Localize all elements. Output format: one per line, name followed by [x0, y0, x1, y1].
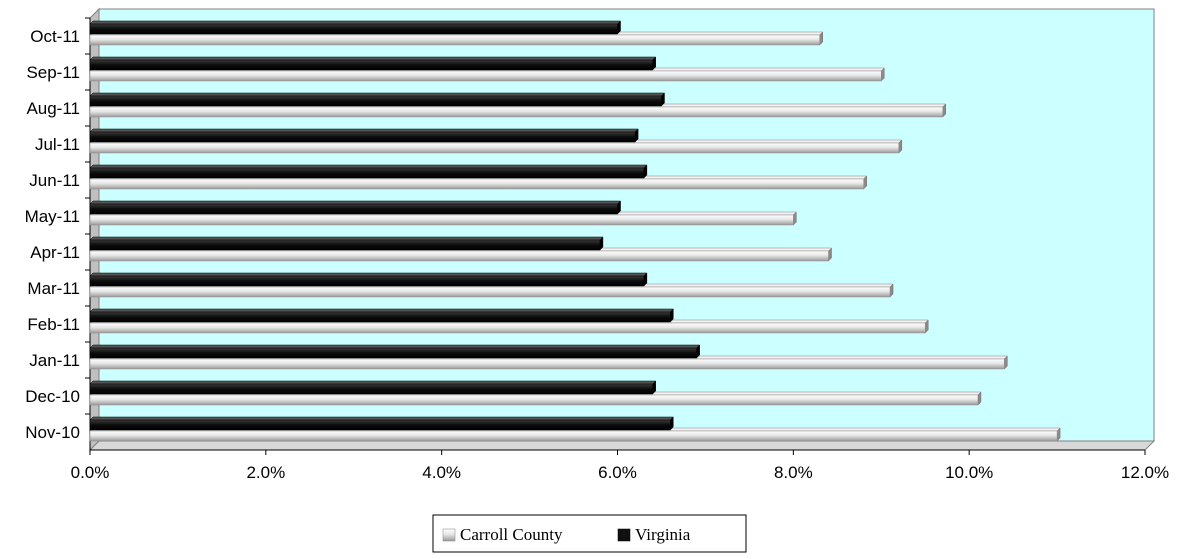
bar-virginia — [89, 308, 674, 323]
category-label: Jul-11 — [35, 135, 80, 154]
legend-box — [432, 514, 747, 553]
legend-label-virginia: Virginia — [635, 525, 691, 544]
category-label: May-11 — [25, 207, 80, 226]
category-label: Feb-11 — [27, 315, 80, 334]
bar-virginia — [89, 56, 657, 71]
legend-swatch-carroll-county — [442, 528, 456, 542]
bar-top-face — [89, 20, 622, 25]
bar-top-face — [89, 344, 701, 349]
bar-front-face — [89, 394, 979, 406]
bar-top-face — [89, 416, 674, 421]
bar-virginia — [89, 380, 657, 395]
bar-virginia — [89, 200, 622, 215]
bar-front-face — [89, 358, 1005, 370]
bar-front-face — [89, 106, 944, 118]
bar-front-face — [89, 178, 864, 190]
bar-top-face — [89, 128, 639, 133]
bar-top-face — [89, 308, 674, 313]
category-label: Jun-11 — [29, 171, 80, 190]
category-label: Jan-11 — [29, 351, 80, 370]
bar-front-face — [89, 203, 618, 215]
bar-front-face — [89, 95, 662, 107]
bar-top-face — [89, 56, 657, 61]
bar-front-face — [89, 214, 794, 226]
x-tick-label: 4.0% — [422, 463, 461, 482]
category-label: Mar-11 — [27, 279, 80, 298]
plot-floor — [88, 440, 1156, 451]
bar-front-face — [89, 250, 829, 262]
bar-virginia — [89, 128, 639, 143]
bar-virginia — [89, 164, 648, 179]
bar-front-face — [89, 311, 671, 323]
bar-front-face — [89, 59, 653, 71]
bar-top-face — [89, 92, 666, 97]
category-label: Dec-10 — [25, 387, 80, 406]
bar-front-face — [89, 23, 618, 35]
bar-virginia — [89, 20, 622, 35]
bar-top-face — [89, 200, 622, 205]
bar-top-face — [89, 380, 657, 385]
category-label: Sep-11 — [26, 63, 80, 82]
bar-virginia — [89, 416, 674, 431]
bar-front-face — [89, 167, 645, 179]
x-tick-label: 6.0% — [598, 463, 637, 482]
x-tick-label: 10.0% — [945, 463, 993, 482]
bar-virginia — [89, 344, 701, 359]
x-tick-label: 2.0% — [246, 463, 285, 482]
category-label: Oct-11 — [30, 27, 80, 46]
bar-front-face — [89, 34, 820, 46]
bar-front-face — [89, 239, 601, 251]
bar-front-face — [89, 70, 882, 82]
legend-label-carroll-county: Carroll County — [460, 525, 563, 544]
bar-top-face — [89, 164, 648, 169]
x-tick-label: 12.0% — [1121, 463, 1169, 482]
bar-front-face — [89, 142, 900, 154]
bar-front-face — [89, 275, 645, 287]
bar-front-face — [89, 286, 891, 298]
bar-top-face — [89, 272, 648, 277]
bar-virginia — [89, 236, 604, 251]
x-tick-label: 8.0% — [774, 463, 813, 482]
category-label: Nov-10 — [25, 423, 80, 442]
bar-front-face — [89, 347, 697, 359]
bar-front-face — [89, 430, 1058, 442]
bar-front-face — [89, 322, 926, 334]
x-tick-label: 0.0% — [71, 463, 110, 482]
bar-top-face — [89, 236, 604, 241]
bar-front-face — [89, 131, 636, 143]
legend-swatch-virginia — [617, 528, 631, 542]
bar-front-face — [89, 383, 653, 395]
bar-virginia — [89, 92, 666, 107]
category-label: Apr-11 — [30, 243, 80, 262]
bar-virginia — [89, 272, 648, 287]
category-label: Aug-11 — [26, 99, 80, 118]
bar-front-face — [89, 419, 671, 431]
